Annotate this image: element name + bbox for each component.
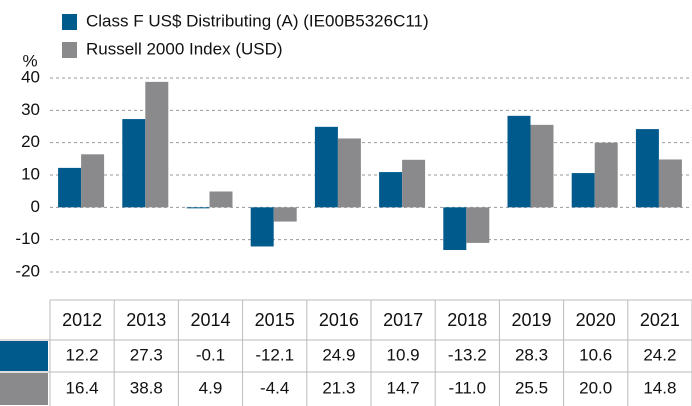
table-value: 27.3 <box>130 345 163 364</box>
column-header: 2013 <box>126 310 166 330</box>
y-tick-label: 40 <box>21 67 40 86</box>
bar <box>273 207 297 222</box>
table-value: 16.4 <box>66 378 99 397</box>
bar <box>58 167 82 208</box>
column-header: 2017 <box>383 310 423 330</box>
y-tick-label: 10 <box>21 164 40 183</box>
legend-swatch <box>62 14 77 30</box>
column-header: 2012 <box>62 310 102 330</box>
column-header: 2014 <box>190 310 230 330</box>
table-value: -12.1 <box>255 345 294 364</box>
table-value: -13.2 <box>448 345 487 364</box>
table-value: 25.5 <box>515 378 548 397</box>
table-value: 20.0 <box>579 378 612 397</box>
table-value: 10.6 <box>579 345 612 364</box>
bar <box>466 207 490 243</box>
column-header: 2016 <box>319 310 359 330</box>
table-value: -4.4 <box>260 378 289 397</box>
bar <box>209 191 233 208</box>
bar <box>314 126 338 208</box>
table-value: 38.8 <box>130 378 163 397</box>
table-value: 10.9 <box>387 345 420 364</box>
table-value: 28.3 <box>515 345 548 364</box>
y-tick-label: -10 <box>15 229 40 248</box>
bar <box>250 207 274 247</box>
bar <box>81 154 105 208</box>
column-header: 2021 <box>640 310 680 330</box>
bar <box>530 124 554 208</box>
column-header: 2020 <box>576 310 616 330</box>
bar <box>145 81 169 208</box>
table-value: 14.8 <box>643 378 676 397</box>
y-axis-label: % <box>22 51 37 70</box>
table-value: 14.7 <box>387 378 420 397</box>
bar <box>571 173 595 208</box>
table-value: 12.2 <box>66 345 99 364</box>
table-value: -11.0 <box>449 378 487 397</box>
table-value: 24.2 <box>643 345 676 364</box>
table-value: 21.3 <box>322 378 355 397</box>
column-header: 2019 <box>511 310 551 330</box>
y-tick-label: 30 <box>21 100 40 119</box>
bar <box>337 138 361 208</box>
legend-swatch <box>62 42 77 58</box>
bar <box>635 129 659 208</box>
bar <box>658 159 682 208</box>
bar <box>122 119 146 208</box>
bar <box>443 207 467 251</box>
row-swatch <box>0 373 48 405</box>
bar <box>186 207 210 209</box>
y-tick-label: 0 <box>31 197 40 216</box>
y-tick-label: -20 <box>15 261 40 280</box>
table-value: 24.9 <box>322 345 355 364</box>
bar <box>507 115 531 208</box>
bar <box>379 172 403 208</box>
bar <box>402 159 426 208</box>
legend-label: Russell 2000 Index (USD) <box>86 39 283 58</box>
column-header: 2015 <box>255 310 295 330</box>
legend-label: Class F US$ Distributing (A) (IE00B5326C… <box>86 11 429 30</box>
column-header: 2018 <box>447 310 487 330</box>
row-swatch <box>0 341 48 371</box>
table-value: -0.1 <box>196 345 225 364</box>
table-value: 4.9 <box>199 378 223 397</box>
y-tick-label: 20 <box>21 132 40 151</box>
bar <box>594 142 618 208</box>
